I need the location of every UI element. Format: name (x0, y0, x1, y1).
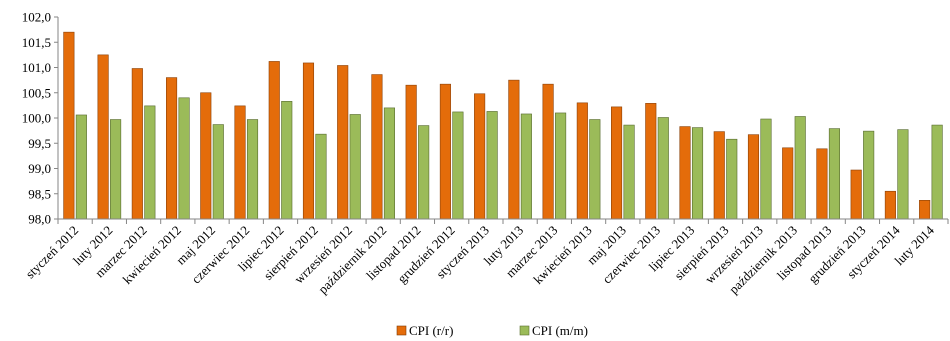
bar-cpi-m-m (349, 114, 361, 220)
legend-swatch-m-m (519, 325, 530, 336)
bar-cpi-m-m (863, 130, 875, 220)
bar-cpi-m-m (897, 129, 909, 220)
bar-cpi-r-r (97, 54, 109, 220)
legend-label-m-m: CPI (m/m) (532, 323, 588, 338)
y-tick-label: 102,0 (22, 10, 51, 25)
bar-cpi-m-m (75, 114, 87, 220)
bar-cpi-r-r (131, 68, 143, 220)
y-tick-label: 100,5 (22, 85, 51, 100)
bar-cpi-m-m (657, 117, 669, 220)
bar-cpi-r-r (337, 65, 349, 220)
bar-cpi-m-m (623, 124, 635, 220)
bar-cpi-m-m (555, 112, 567, 220)
bar-cpi-r-r (474, 93, 486, 220)
bar-cpi-m-m (212, 124, 224, 220)
bar-cpi-r-r (302, 62, 315, 220)
bars (63, 31, 943, 220)
legend-label-r-r: CPI (r/r) (409, 323, 453, 338)
bar-cpi-m-m (110, 119, 122, 220)
bar-cpi-r-r (782, 147, 794, 220)
y-tick-label: 101,0 (22, 60, 51, 75)
bar-cpi-m-m (794, 116, 806, 220)
bar-cpi-r-r (234, 105, 246, 220)
bar-cpi-r-r (576, 102, 588, 220)
y-tick-label: 98,0 (28, 212, 51, 227)
bar-cpi-m-m (931, 124, 943, 220)
bar-cpi-r-r (816, 148, 828, 220)
bar-cpi-r-r (371, 74, 383, 220)
bar-cpi-r-r (679, 126, 691, 220)
bar-cpi-r-r (439, 83, 451, 220)
bar-cpi-r-r (200, 92, 212, 220)
y-tick-label: 100,0 (22, 111, 51, 126)
bar-cpi-r-r (850, 169, 862, 220)
bar-cpi-m-m (315, 133, 327, 220)
bar-cpi-r-r (919, 200, 931, 220)
bar-cpi-r-r (542, 83, 554, 220)
bar-cpi-r-r (747, 134, 760, 220)
bar-cpi-m-m (383, 107, 395, 220)
bar-cpi-m-m (589, 119, 601, 220)
legend: CPI (r/r) CPI (m/m) (396, 323, 588, 338)
bar-cpi-r-r (268, 61, 280, 220)
y-tick-label: 101,5 (22, 35, 51, 50)
bar-cpi-m-m (281, 101, 293, 220)
bar-cpi-r-r (884, 190, 896, 220)
y-tick-label: 98,5 (28, 186, 51, 201)
legend-swatch-r-r (396, 325, 407, 336)
bar-cpi-r-r (166, 77, 178, 220)
y-tick-label: 99,5 (28, 136, 51, 151)
bar-cpi-r-r (645, 103, 657, 220)
y-tick-label: 99,0 (28, 161, 51, 176)
bar-cpi-m-m (452, 111, 464, 220)
bar-cpi-m-m (486, 111, 498, 220)
bar-cpi-r-r (63, 31, 75, 220)
bar-cpi-m-m (828, 128, 840, 220)
bar-cpi-m-m (246, 119, 259, 220)
bar-cpi-m-m (760, 118, 772, 220)
bar-cpi-m-m (691, 127, 704, 220)
bar-cpi-r-r (611, 106, 623, 220)
x-tick-label: styczeń 2012 (22, 223, 81, 282)
bar-cpi-m-m (144, 105, 156, 220)
bar-cpi-m-m (520, 113, 532, 220)
bar-cpi-m-m (726, 138, 738, 220)
bar-cpi-r-r (713, 131, 725, 220)
y-axis: 98,0 98,5 99,0 99,5 100,0 100,5 101,0 101,5 102,… (22, 10, 59, 227)
bar-cpi-m-m (178, 97, 190, 220)
bar-cpi-r-r (405, 84, 417, 220)
bar-cpi-m-m (418, 125, 430, 220)
bar-cpi-r-r (508, 79, 520, 220)
